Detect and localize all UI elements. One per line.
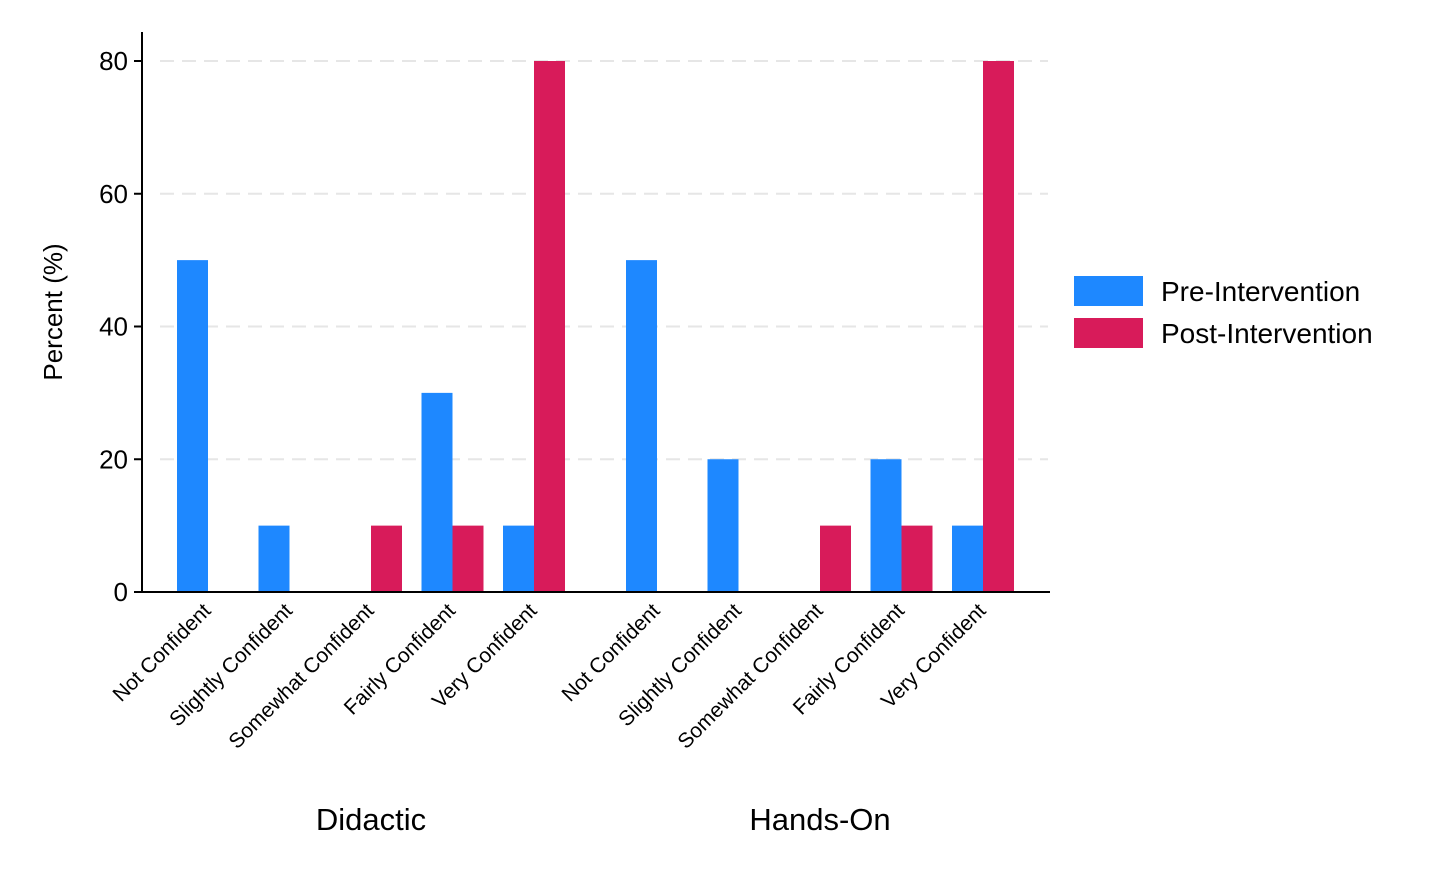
y-tick-label: 60	[99, 179, 128, 209]
y-axis-ticks: 0 20 40 60 80	[99, 46, 142, 607]
bar-post	[452, 525, 484, 592]
y-tick-label: 80	[99, 46, 128, 76]
y-tick-label: 20	[99, 444, 128, 474]
bar-pre	[952, 525, 983, 592]
bar-post	[983, 61, 1014, 592]
x-group-label: Didactic	[316, 802, 426, 837]
gridlines	[160, 60, 1048, 461]
bars	[177, 61, 1014, 592]
x-category-label: Somewhat Confident	[673, 599, 827, 753]
legend-label: Post-Intervention	[1161, 318, 1373, 349]
bar-pre	[626, 260, 657, 592]
bar-pre	[177, 260, 208, 592]
x-axis-group-labels: Didactic Hands-On	[316, 802, 891, 837]
x-group-label: Hands-On	[749, 802, 890, 837]
bar-pre	[503, 525, 534, 592]
bar-pre	[258, 525, 290, 592]
x-category-label: Somewhat Confident	[224, 599, 378, 753]
bar-pre	[870, 459, 902, 592]
bar-post	[820, 525, 851, 592]
legend: Pre-Intervention Post-Intervention	[1074, 276, 1373, 349]
legend-label: Pre-Intervention	[1161, 276, 1360, 307]
bar-post	[534, 61, 565, 592]
legend-swatch	[1074, 276, 1143, 306]
bar-pre	[707, 459, 739, 592]
y-tick-label: 0	[114, 577, 128, 607]
bar-post	[901, 525, 933, 592]
legend-swatch	[1074, 318, 1143, 348]
y-tick-label: 40	[99, 312, 128, 342]
y-axis-label: Percent (%)	[38, 243, 68, 380]
axes	[141, 32, 1050, 593]
bar-post	[371, 525, 402, 592]
bar-pre	[421, 392, 453, 592]
